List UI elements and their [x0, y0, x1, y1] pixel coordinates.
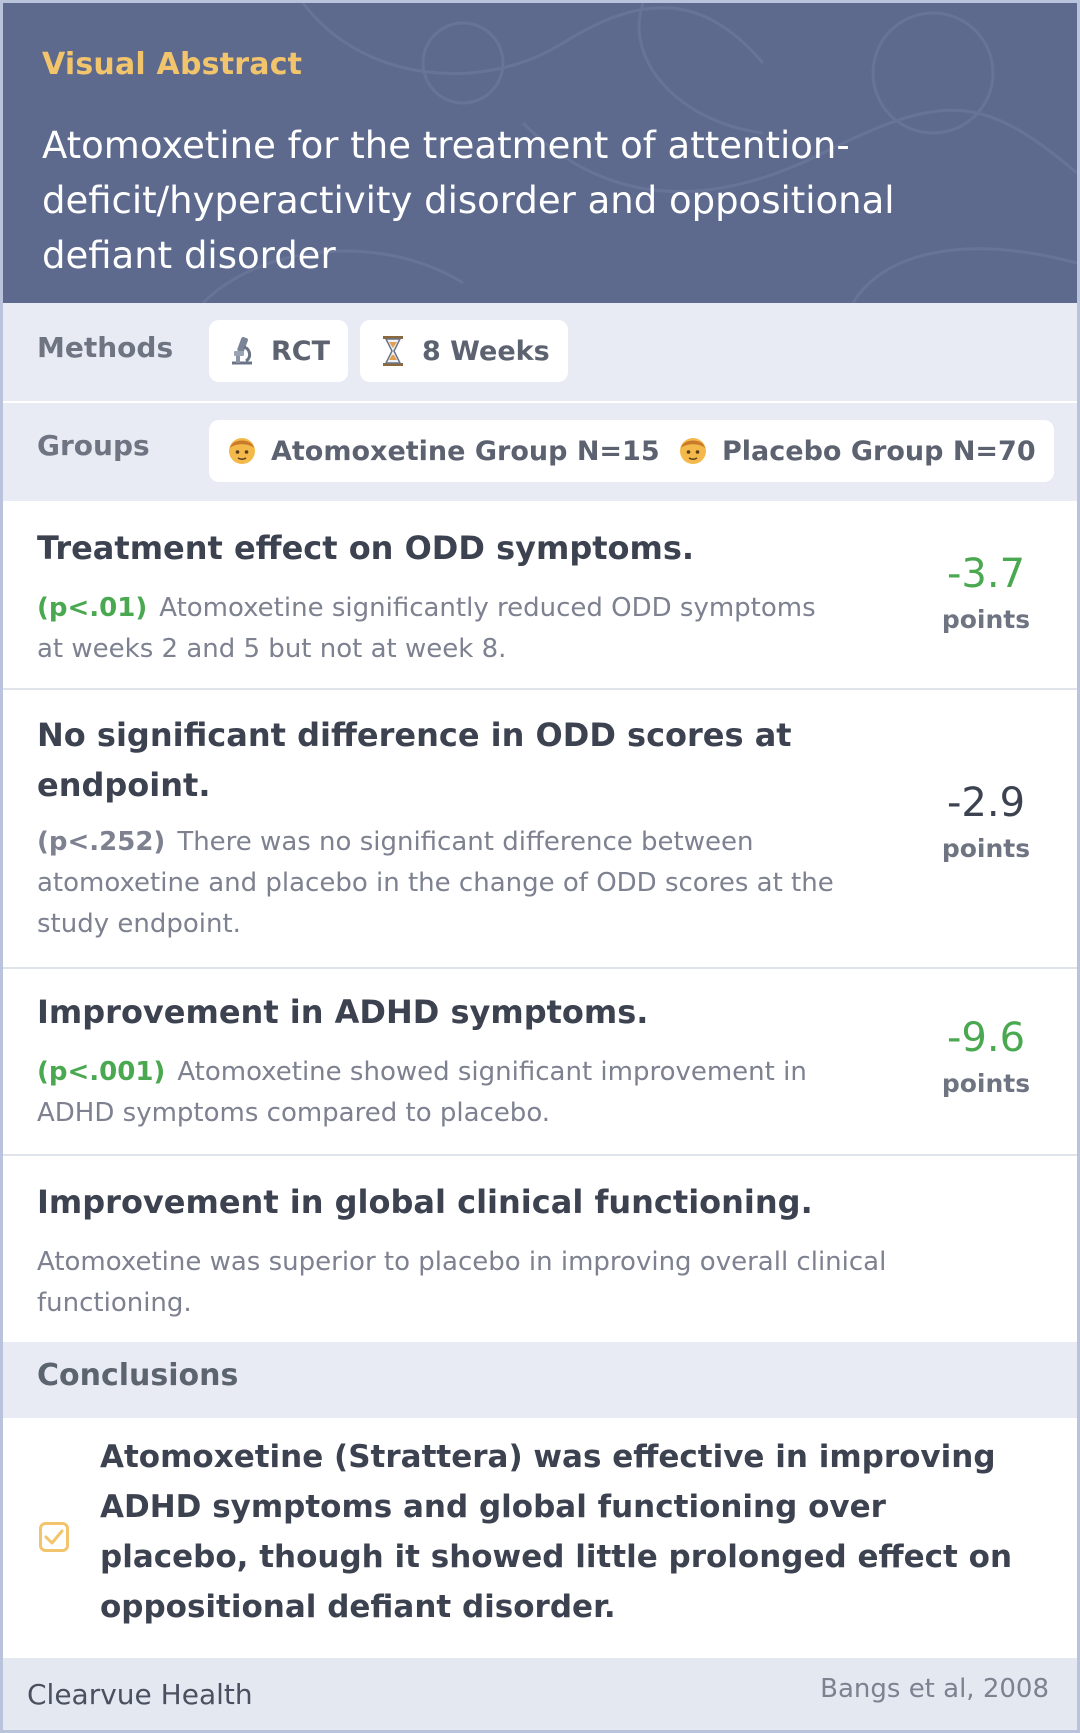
- finding-title: Treatment effect on ODD symptoms.: [37, 529, 695, 567]
- methods-label: Methods: [37, 331, 174, 364]
- finding-description: (p<.001) Atomoxetine showed significant i…: [37, 1052, 847, 1134]
- finding-card: Improvement in ADHD symptoms. (p<.001) At…: [3, 969, 1077, 1156]
- effect-value: -9.6: [946, 1015, 1026, 1061]
- effect-metric: -9.6 points: [931, 1015, 1041, 1098]
- abstract-title: Atomoxetine for the treatment of attenti…: [42, 124, 895, 277]
- p-value: (p<.001): [37, 1057, 166, 1087]
- effect-metric: -3.7 points: [931, 551, 1041, 634]
- footer: Clearvue Health Bangs et al, 2008: [3, 1658, 1077, 1730]
- placebo-group-label: Placebo Group N=70: [722, 435, 1036, 467]
- visual-abstract-card: Visual Abstract Atomoxetine for the trea…: [3, 3, 1077, 1730]
- conclusion-text: Atomoxetine (Strattera) was effective in…: [100, 1439, 1013, 1625]
- hourglass-icon: [378, 334, 408, 368]
- microscope-icon: [227, 334, 257, 368]
- duration-label: 8 Weeks: [422, 335, 550, 367]
- effect-unit: points: [941, 605, 1031, 634]
- citation: Bangs et al, 2008: [820, 1674, 1049, 1704]
- finding-description: (p<.01) Atomoxetine significantly reduced…: [37, 588, 847, 670]
- rct-label: RCT: [271, 335, 331, 367]
- header: Visual Abstract Atomoxetine for the trea…: [3, 3, 1077, 303]
- duration-chip: 8 Weeks: [360, 320, 568, 382]
- conclusions-header: Conclusions: [3, 1342, 1077, 1418]
- effect-value: -3.7: [946, 551, 1026, 597]
- finding-text: There was no significant difference betw…: [37, 827, 834, 939]
- effect-metric: -2.9 points: [931, 780, 1041, 863]
- p-value: (p<.252): [37, 827, 166, 857]
- conclusions-label: Conclusions: [37, 1358, 239, 1393]
- finding-text: Atomoxetine significantly reduced ODD sy…: [37, 593, 816, 664]
- atomoxetine-group-label: Atomoxetine Group N=156: [271, 435, 679, 467]
- finding-card: Improvement in global clinical functioni…: [3, 1156, 1077, 1342]
- header-texture: [201, 3, 1077, 303]
- check-icon: [39, 1522, 69, 1552]
- finding-card: No significant difference in ODD scores …: [3, 690, 1077, 969]
- placebo-group-chip: Placebo Group N=70: [660, 420, 1054, 482]
- finding-description: (p<.252) There was no significant differe…: [37, 822, 877, 945]
- rct-chip: RCT: [209, 320, 349, 382]
- finding-title: Improvement in global clinical functioni…: [37, 1183, 813, 1221]
- finding-title: No significant difference in ODD scores …: [37, 716, 792, 804]
- groups-label: Groups: [37, 429, 150, 462]
- atomoxetine-group-chip: Atomoxetine Group N=156: [209, 420, 697, 482]
- p-value: (p<.01): [37, 593, 148, 623]
- finding-title: Improvement in ADHD symptoms.: [37, 993, 649, 1031]
- finding-text: Atomoxetine showed significant improveme…: [37, 1057, 807, 1128]
- person-icon: [678, 434, 708, 468]
- visual-abstract-label: Visual Abstract: [42, 47, 303, 82]
- person-icon: [227, 434, 257, 468]
- finding-description: Atomoxetine was superior to placebo in i…: [37, 1247, 887, 1318]
- effect-unit: points: [941, 1069, 1031, 1098]
- finding-card: Treatment effect on ODD symptoms. (p<.01…: [3, 503, 1077, 690]
- effect-unit: points: [941, 834, 1031, 863]
- brand-name: Clearvue Health: [27, 1678, 253, 1711]
- effect-value: -2.9: [946, 780, 1026, 826]
- groups-row: Groups Atomoxetine Group N=156: [3, 403, 1077, 503]
- conclusions-body: Atomoxetine (Strattera) was effective in…: [3, 1418, 1077, 1660]
- methods-row: Methods RCT: [3, 303, 1077, 403]
